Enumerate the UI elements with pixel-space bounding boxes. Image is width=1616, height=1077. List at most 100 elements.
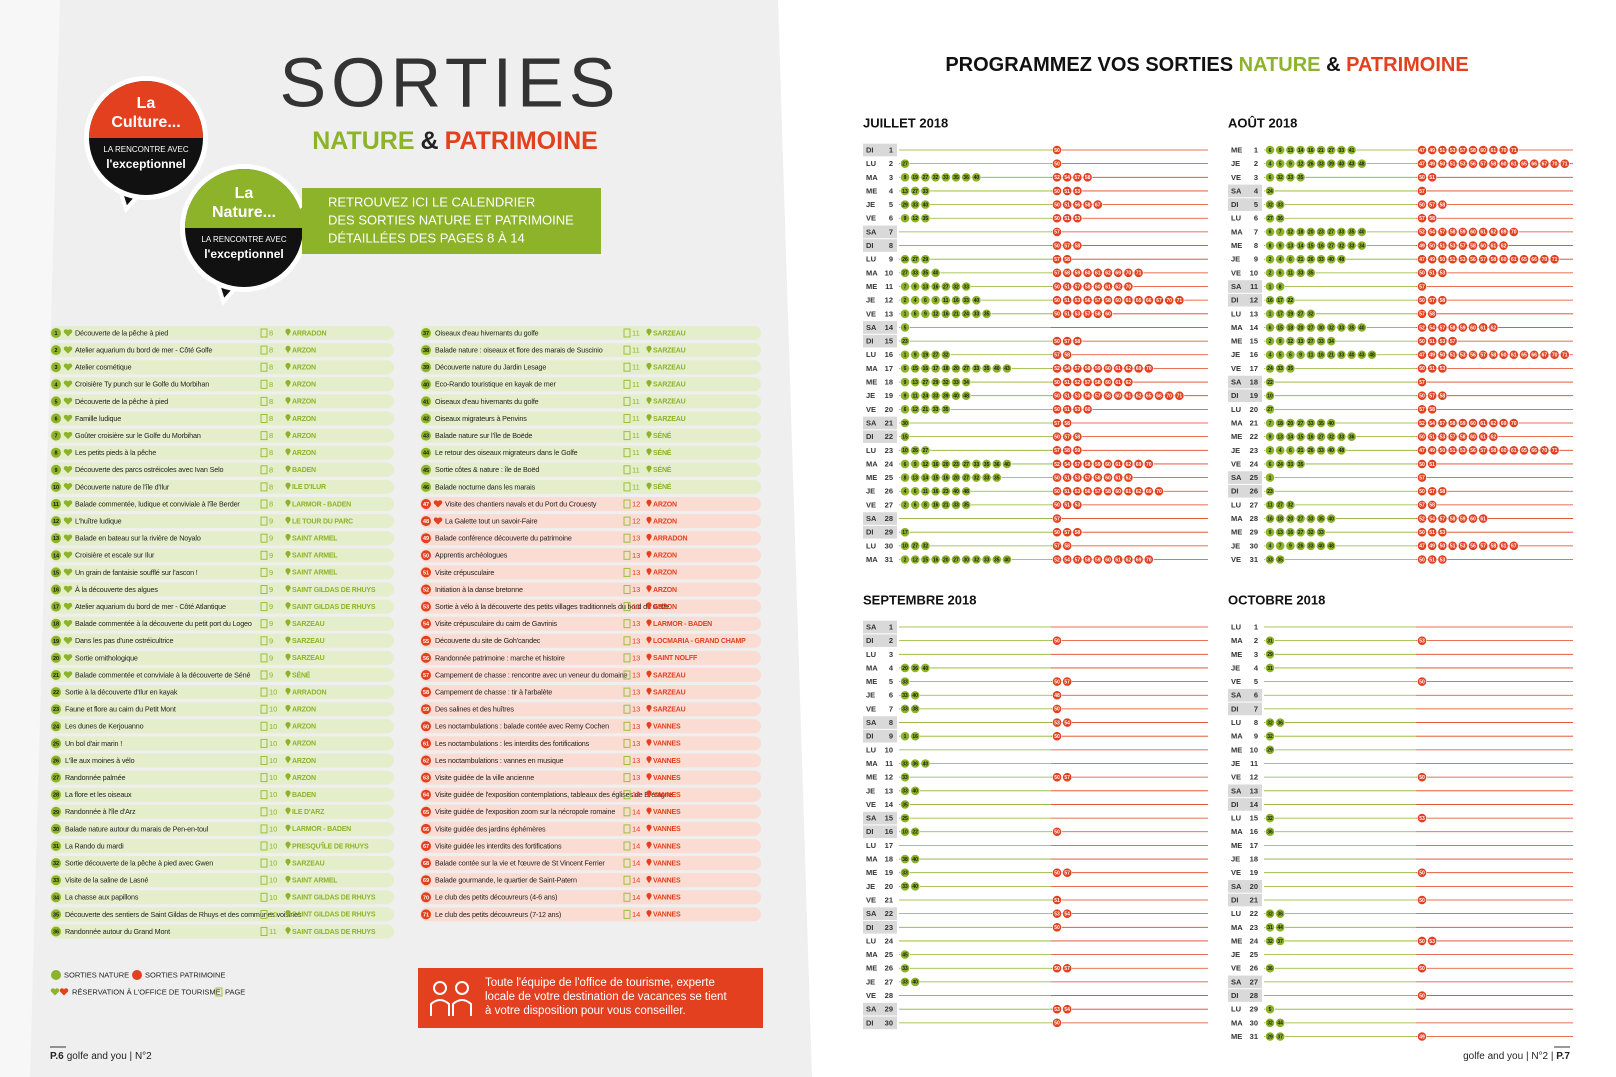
activity-ref: 35 (923, 271, 929, 277)
activity-ref: 61 (1511, 161, 1517, 167)
nature-dot (971, 308, 982, 319)
patrimoine-dot (1062, 186, 1073, 196)
page-icon (623, 909, 631, 919)
activity-ref: 16 (953, 298, 959, 304)
activity-ref: 9 (904, 380, 907, 386)
activity-ref: 34 (1328, 339, 1334, 345)
patrimoine-dot (1437, 418, 1448, 428)
activity-place: VANNES (653, 741, 681, 748)
day-number: 4 (889, 186, 894, 195)
activity-ref: 33 (974, 462, 980, 468)
day-number: 27 (1250, 977, 1258, 986)
activity-ref: 65 (1521, 353, 1527, 359)
nature-dot (910, 540, 921, 551)
activity-ref: 35 (1277, 557, 1283, 563)
nature-dot (1305, 445, 1316, 456)
activity-number: 52 (423, 587, 429, 593)
activity-place: SAINT GILDAS DE RHUYS (292, 912, 376, 919)
activity-ref: 33 (1277, 366, 1283, 372)
day-number: 20 (885, 882, 893, 891)
activity-label: Balade commentée à la découverte du peti… (75, 619, 252, 628)
nature-dot (1367, 349, 1377, 360)
activity-place: LARMOR - BADEN (653, 621, 712, 628)
nature-dot (940, 404, 951, 415)
activity-number: 58 (423, 690, 429, 696)
weekend-shade (863, 416, 897, 430)
activity-ref: 9 (1289, 544, 1292, 550)
nature-dot (900, 349, 910, 360)
activity-ref: 53 (1075, 503, 1081, 509)
activity-number: 16 (53, 587, 59, 593)
activity-ref: 50 (1419, 339, 1425, 345)
patrimoine-dot (1468, 145, 1478, 155)
reservation-heart (63, 346, 73, 354)
page-icon (623, 328, 631, 338)
weekend-shade (1228, 880, 1262, 893)
nature-dot (1316, 322, 1326, 333)
weekend-shade (1228, 198, 1262, 211)
activity-ref: 51 (1064, 475, 1070, 481)
place-pin (285, 362, 291, 371)
activity-number-dot (421, 430, 431, 441)
weekday: JE (1231, 663, 1240, 672)
patrimoine-dot (1052, 690, 1062, 701)
nature-dot (1316, 158, 1326, 169)
activity-page: 10 (269, 859, 277, 868)
weekday: ME (1231, 936, 1242, 945)
activity-number-dot (421, 601, 431, 612)
intro-box (302, 188, 601, 254)
month-name: SEPTEMBRE 2018 (863, 592, 976, 607)
nature-dot (910, 295, 921, 306)
activity-row (50, 821, 394, 836)
legend-label: SORTIES PATRIMOINE (145, 970, 225, 979)
place-pin (646, 431, 652, 439)
patrimoine-dot (1052, 308, 1062, 319)
activity-label: L'île aux moines à vélo (65, 756, 135, 765)
activity-number: 47 (423, 502, 429, 508)
weekday: LU (1231, 309, 1241, 318)
patrimoine-dot (1103, 377, 1113, 387)
patrimoine-dot (1437, 145, 1448, 155)
nature-dot (1316, 336, 1326, 346)
activity-number: 8 (54, 451, 57, 457)
info-icon-body (452, 999, 472, 1016)
place-pin (285, 704, 291, 713)
page-icon (623, 499, 631, 509)
activity-place: SÉNÉ (653, 482, 672, 491)
activity-ref: 58 (1095, 312, 1101, 318)
patrimoine-dot (1427, 158, 1438, 169)
activity-ref: 57 (1480, 353, 1486, 359)
activity-ref: 35 (1318, 516, 1324, 522)
activity-ref: 66 (1531, 353, 1537, 359)
nature-dot (971, 554, 982, 565)
patrimoine-dot (1457, 540, 1468, 551)
activity-ref: 50 (1419, 939, 1425, 945)
activity-ref: 56 (1085, 489, 1091, 495)
nature-dot (1305, 431, 1316, 442)
place-pin (646, 585, 652, 593)
activity-label: Randonnée palmée (65, 773, 125, 782)
activity-ref: 27 (1308, 325, 1314, 331)
activity-ref: 27 (923, 380, 929, 386)
activity-ref: 49 (1429, 148, 1435, 154)
activity-ref: 60 (1095, 284, 1101, 290)
patrimoine-dot (1174, 295, 1185, 306)
weekday: MA (866, 855, 878, 864)
page-icon (260, 653, 268, 663)
patrimoine-dot (1519, 254, 1529, 265)
activity-number: 38 (423, 348, 429, 354)
nature-dot (940, 308, 951, 319)
activity-ref: 50 (1054, 312, 1060, 318)
weekday: ME (1231, 337, 1242, 346)
patrimoine-dot (1072, 404, 1083, 415)
activity-ref: 58 (1064, 544, 1070, 550)
day-number: 1 (1254, 145, 1258, 154)
nature-dot (1265, 731, 1275, 742)
activity-ref: 70 (1542, 257, 1548, 263)
activity-ref: 24 (1267, 366, 1273, 372)
activity-ref: 62 (1126, 462, 1132, 468)
activity-ref: 32 (1267, 939, 1273, 945)
weekday: LU (866, 841, 876, 850)
patrimoine-dot (1498, 349, 1509, 360)
patrimoine-dot (1427, 172, 1438, 183)
